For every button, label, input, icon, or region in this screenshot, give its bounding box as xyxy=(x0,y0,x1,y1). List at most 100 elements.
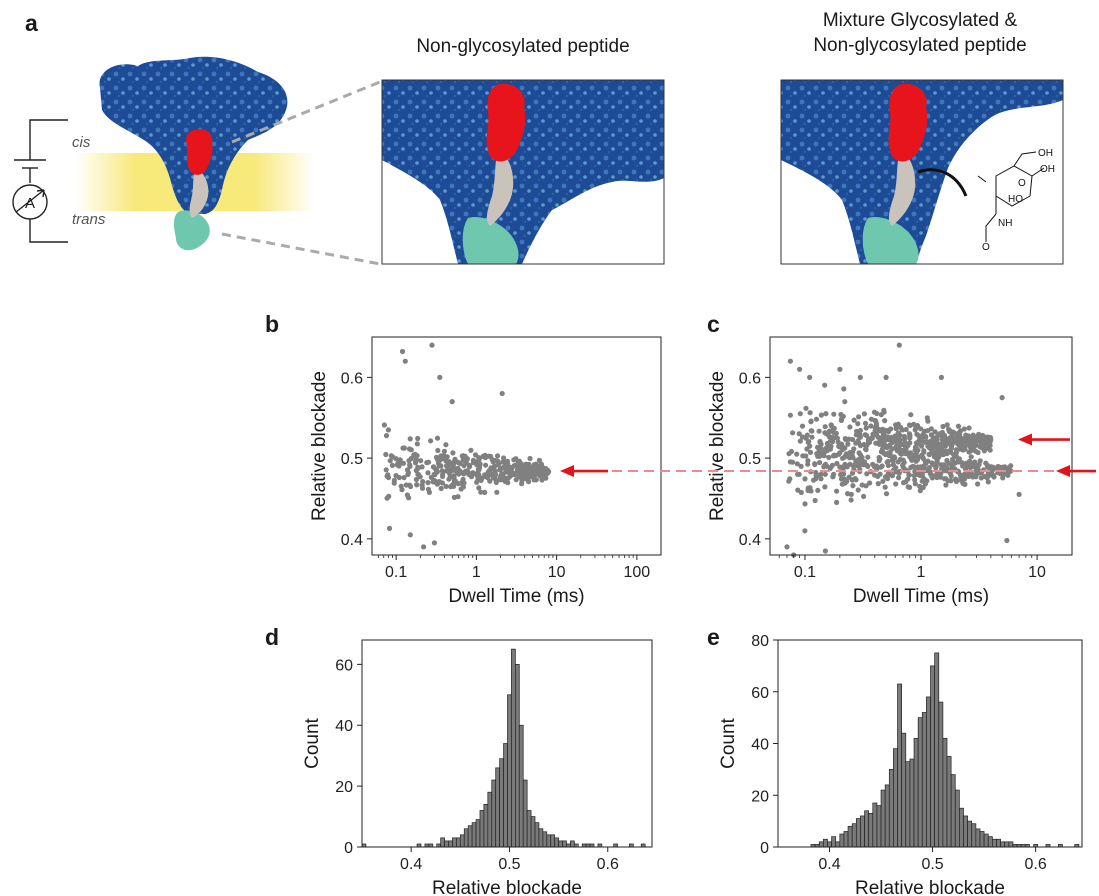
data-point-c xyxy=(841,386,847,392)
data-point-b xyxy=(492,476,498,482)
data-point-c xyxy=(887,449,893,455)
data-point-c xyxy=(824,448,830,454)
data-point-c xyxy=(919,443,925,449)
data-point-c xyxy=(880,478,886,484)
data-point-c xyxy=(787,476,793,482)
data-point-c xyxy=(808,428,814,434)
data-point-b xyxy=(383,433,390,439)
trans-label: trans xyxy=(72,211,106,228)
data-point-c xyxy=(883,491,890,497)
data-point-c xyxy=(978,475,984,481)
data-point-c xyxy=(892,455,898,461)
data-point-b xyxy=(531,477,537,483)
sugar-oh-2: OH xyxy=(1040,164,1055,175)
data-point-c xyxy=(922,481,929,487)
data-point-b xyxy=(449,474,455,480)
data-point-c xyxy=(968,454,974,460)
outlier-point-c xyxy=(883,374,889,380)
title-mixture-line2: Non-glycosylated peptide xyxy=(813,35,1027,56)
data-point-b xyxy=(451,478,457,484)
peptide-tail xyxy=(174,210,210,251)
data-point-b xyxy=(468,447,474,453)
data-point-c xyxy=(924,415,930,421)
data-point-c xyxy=(1005,471,1011,477)
data-point-b xyxy=(387,458,393,464)
data-point-b xyxy=(501,455,507,461)
data-point-c xyxy=(903,451,909,457)
data-point-c xyxy=(956,456,963,462)
data-point-c xyxy=(908,464,914,470)
data-point-c xyxy=(833,430,839,436)
outlier-point-b xyxy=(385,427,391,433)
data-point-c xyxy=(873,464,879,470)
data-point-b xyxy=(415,435,421,442)
data-point-b xyxy=(459,453,465,459)
data-point-c xyxy=(988,464,994,470)
data-point-c xyxy=(787,412,794,418)
data-point-b xyxy=(401,445,407,451)
data-point-c xyxy=(955,438,961,444)
data-point-c xyxy=(863,425,869,431)
data-point-c xyxy=(842,399,848,405)
data-point-b xyxy=(437,457,443,463)
panel-letter-a: a xyxy=(25,10,38,36)
data-point-c xyxy=(856,414,862,420)
data-point-c xyxy=(823,411,829,417)
data-point-c xyxy=(912,477,918,483)
data-point-b xyxy=(396,474,402,481)
x-axis-label-c: Dwell Time (ms) xyxy=(853,586,989,607)
data-point-c xyxy=(932,429,938,435)
data-point-c xyxy=(929,475,936,481)
data-point-c xyxy=(946,429,953,435)
data-point-b xyxy=(472,452,479,458)
data-point-b xyxy=(506,469,512,475)
data-point-c xyxy=(923,434,929,440)
data-point-c xyxy=(813,416,820,422)
data-point-c xyxy=(831,425,837,431)
zoom-box-non-glycosylated xyxy=(381,79,665,265)
data-point-c xyxy=(869,435,875,441)
data-point-c xyxy=(897,456,903,463)
data-point-c xyxy=(798,463,804,469)
data-point-c xyxy=(896,475,902,481)
data-point-c xyxy=(838,417,845,423)
data-point-c xyxy=(850,449,856,455)
data-point-c xyxy=(939,437,946,443)
data-point-b xyxy=(398,483,404,489)
zoom-line-bottom xyxy=(221,232,381,266)
data-point-b xyxy=(494,453,501,459)
data-point-c xyxy=(925,428,931,434)
x-tick-label-e: 0.6 xyxy=(1025,856,1047,873)
data-point-b xyxy=(404,467,411,473)
outlier-point-b xyxy=(437,374,443,380)
data-point-c xyxy=(930,435,937,441)
x-tick-label-c: 0.1 xyxy=(794,564,816,581)
data-point-c xyxy=(948,478,954,484)
x-tick-label-d: 0.4 xyxy=(400,856,422,873)
data-point-b xyxy=(419,482,425,488)
data-point-c xyxy=(897,450,903,456)
data-point-b xyxy=(475,466,481,473)
data-point-c xyxy=(963,465,969,471)
data-point-b xyxy=(482,489,488,495)
outlier-point-c xyxy=(1016,491,1022,497)
data-point-c xyxy=(915,464,921,470)
data-point-c xyxy=(880,426,886,432)
data-point-c xyxy=(941,451,947,457)
ammeter-label: A xyxy=(25,195,35,212)
data-point-b xyxy=(528,472,534,478)
data-point-c xyxy=(944,465,950,471)
data-point-c xyxy=(817,459,823,466)
data-point-c xyxy=(815,487,821,493)
y-tick-label-d: 0 xyxy=(344,840,353,857)
sugar-o-carbonyl: O xyxy=(982,242,990,253)
outlier-point-b xyxy=(402,358,408,364)
data-point-b xyxy=(435,447,441,454)
data-point-c xyxy=(889,473,896,479)
data-point-c xyxy=(845,441,851,447)
data-point-b xyxy=(489,456,495,463)
data-point-c xyxy=(800,453,806,459)
data-point-c xyxy=(828,422,834,428)
